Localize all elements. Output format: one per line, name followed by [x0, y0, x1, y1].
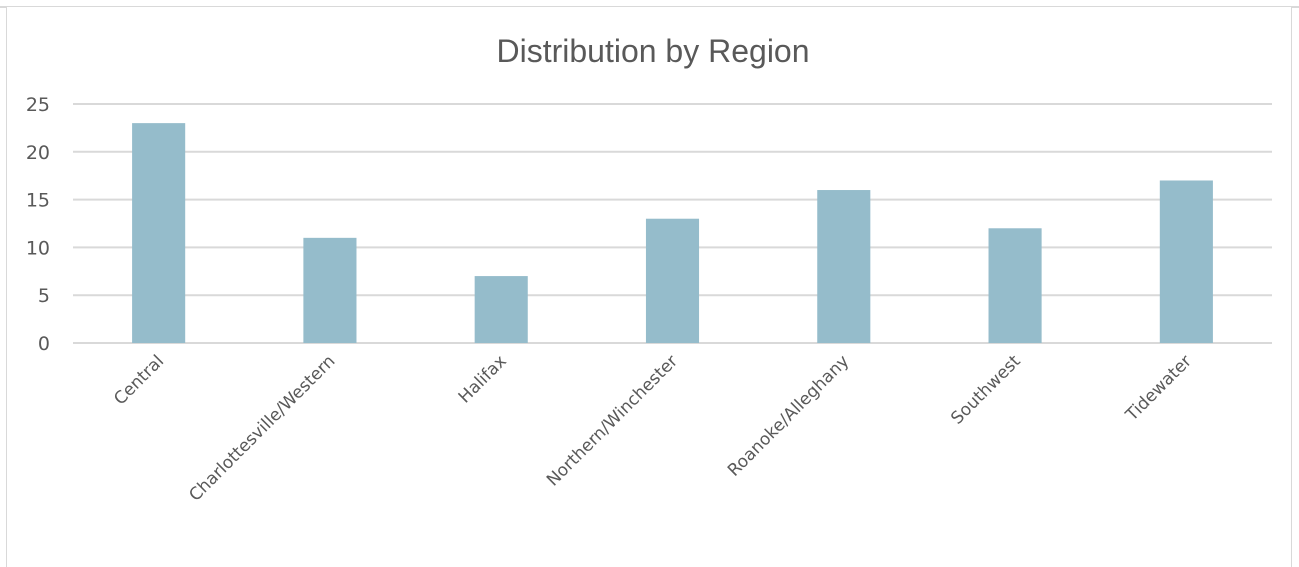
bar-roanoke-alleghany — [817, 190, 871, 343]
x-tick-label: Central — [110, 351, 168, 409]
gridlines — [73, 103, 1272, 344]
x-tick-label: Tidewater — [1121, 351, 1195, 425]
y-tick-label: 10 — [26, 237, 50, 259]
y-tick-label: 25 — [26, 94, 50, 116]
chart-title: Distribution by Region — [496, 33, 809, 69]
x-tick-label: Charlottesville/Western — [185, 351, 339, 505]
x-tick-label: Northern/Winchester — [543, 351, 682, 490]
y-tick-label: 20 — [26, 142, 50, 164]
x-tick-label: Southwest — [947, 351, 1025, 429]
bars — [132, 123, 1213, 344]
x-tick-label: Halifax — [455, 351, 511, 407]
bar-central — [132, 123, 186, 344]
bar-southwest — [988, 228, 1042, 343]
bar-northern-winchester — [645, 218, 700, 343]
x-axis-ticks: Central Charlottesville/Western Halifax Nor… — [110, 351, 1196, 505]
bar-halifax — [474, 276, 528, 343]
y-tick-label: 15 — [26, 190, 50, 212]
y-axis-ticks: 0 5 10 15 20 25 — [26, 94, 50, 355]
bar-tidewater — [1159, 180, 1213, 343]
y-tick-label: 5 — [38, 285, 50, 307]
y-tick-label: 0 — [38, 333, 50, 355]
bar-charlottesville-western — [303, 237, 357, 343]
x-tick-label: Roanoke/Alleghany — [724, 351, 853, 480]
